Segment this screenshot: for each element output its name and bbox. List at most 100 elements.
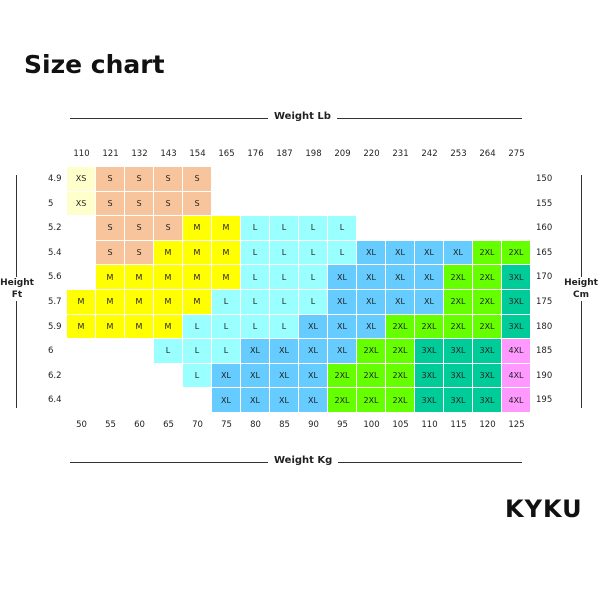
size-cell-3xl: 3XL [502,290,530,314]
size-cell-m: M [212,216,240,240]
size-cell-xl: XL [270,363,298,388]
size-cell-3xl: 3XL [415,363,443,388]
size-cell-l: L [328,240,356,265]
size-cell-s: S [96,240,124,265]
size-cell-xl: XL [299,339,327,363]
size-cell-m: M [96,314,124,339]
size-cell-l: L [154,339,182,363]
size-cell-l: L [270,240,298,265]
weight-lb-tick: 165 [218,149,235,159]
height-ft-tick: 6 [48,346,54,357]
weight-kg-tick: 80 [250,420,261,430]
size-cell-3xl: 3XL [473,339,501,363]
size-cell-l: L [212,290,240,314]
brand-logo: KYKU [505,495,583,523]
size-cell-l: L [212,339,240,363]
size-cell-l: L [270,265,298,289]
size-cell-2xl: 2XL [357,363,385,388]
size-cell-2xl: 2XL [473,290,501,314]
height-cm-tick: 170 [536,272,553,283]
height-cm-tick: 160 [536,223,553,234]
height-cm-tick: 185 [536,346,553,357]
weight-kg-label: Weight Kg [268,455,339,466]
height-cm-tick: 195 [536,395,553,406]
size-cell-l: L [212,314,240,339]
size-cell-m: M [67,290,95,314]
weight-kg-tick: 100 [363,420,380,430]
size-cell-xl: XL [328,265,356,289]
height-ft-tick: 6.4 [48,395,62,406]
size-cell-l: L [241,216,269,240]
weight-kg-tick: 95 [337,420,348,430]
weight-kg-tick: 65 [163,420,174,430]
height-cm-tick: 190 [536,370,553,381]
size-cell-xl: XL [357,290,385,314]
size-cell-l: L [299,216,327,240]
size-cell-m: M [183,290,211,314]
size-cell-m: M [96,265,124,289]
size-cell-s: S [154,167,182,191]
size-cell-s: S [96,167,124,191]
weight-lb-label: Weight Lb [268,111,337,122]
weight-lb-tick: 275 [508,149,525,159]
weight-kg-tick: 55 [105,420,116,430]
weight-kg-tick: 105 [392,420,409,430]
size-cell-xl: XL [241,388,269,412]
height-ft-label-line2: Ft [11,290,23,300]
size-cell-2xl: 2XL [386,314,414,339]
size-cell-m: M [125,265,153,289]
size-cell-s: S [125,240,153,265]
height-cm-label: Height Cm [562,277,600,301]
weight-kg-tick: 120 [479,420,496,430]
size-cell-s: S [183,191,211,216]
height-cm-tick: 180 [536,321,553,332]
size-cell-xl: XL [299,388,327,412]
size-cell-xl: XL [241,339,269,363]
weight-lb-tick: 187 [276,149,293,159]
size-cell-2xl: 2XL [328,388,356,412]
weight-kg-tick: 90 [308,420,319,430]
size-cell-2xl: 2XL [473,265,501,289]
height-cm-label-line2: Cm [573,290,589,300]
height-ft-tick: 5.9 [48,321,62,332]
height-ft-tick: 5 [48,198,54,209]
weight-lb-tick: 143 [160,149,177,159]
size-cell-s: S [125,216,153,240]
weight-lb-tick: 198 [305,149,322,159]
size-cell-l: L [270,290,298,314]
weight-lb-tick: 264 [479,149,496,159]
size-cell-xs: XS [67,167,95,191]
size-cell-l: L [270,314,298,339]
size-cell-xl: XL [357,240,385,265]
size-cell-2xl: 2XL [357,339,385,363]
size-cell-xl: XL [415,290,443,314]
size-cell-xl: XL [357,314,385,339]
size-cell-l: L [183,314,211,339]
size-cell-m: M [67,314,95,339]
size-cell-m: M [154,314,182,339]
size-cell-2xl: 2XL [444,314,472,339]
size-cell-m: M [212,240,240,265]
size-cell-xl: XL [299,363,327,388]
weight-lb-tick: 121 [102,149,119,159]
size-cell-3xl: 3XL [415,388,443,412]
size-cell-s: S [183,167,211,191]
size-cell-xl: XL [386,240,414,265]
size-cell-l: L [183,363,211,388]
weight-kg-tick: 85 [279,420,290,430]
size-cell-xl: XL [444,240,472,265]
size-cell-2xl: 2XL [386,363,414,388]
size-cell-m: M [183,216,211,240]
size-cell-2xl: 2XL [444,290,472,314]
height-cm-tick: 150 [536,174,553,184]
height-ft-tick: 5.6 [48,272,62,283]
height-ft-tick: 4.9 [48,174,62,184]
size-cell-3xl: 3XL [502,265,530,289]
weight-kg-tick: 75 [221,420,232,430]
size-cell-3xl: 3XL [444,363,472,388]
height-cm-tick: 155 [536,198,553,209]
size-cell-m: M [125,290,153,314]
size-cell-xl: XL [328,290,356,314]
size-cell-l: L [299,265,327,289]
height-cm-tick: 165 [536,247,553,258]
